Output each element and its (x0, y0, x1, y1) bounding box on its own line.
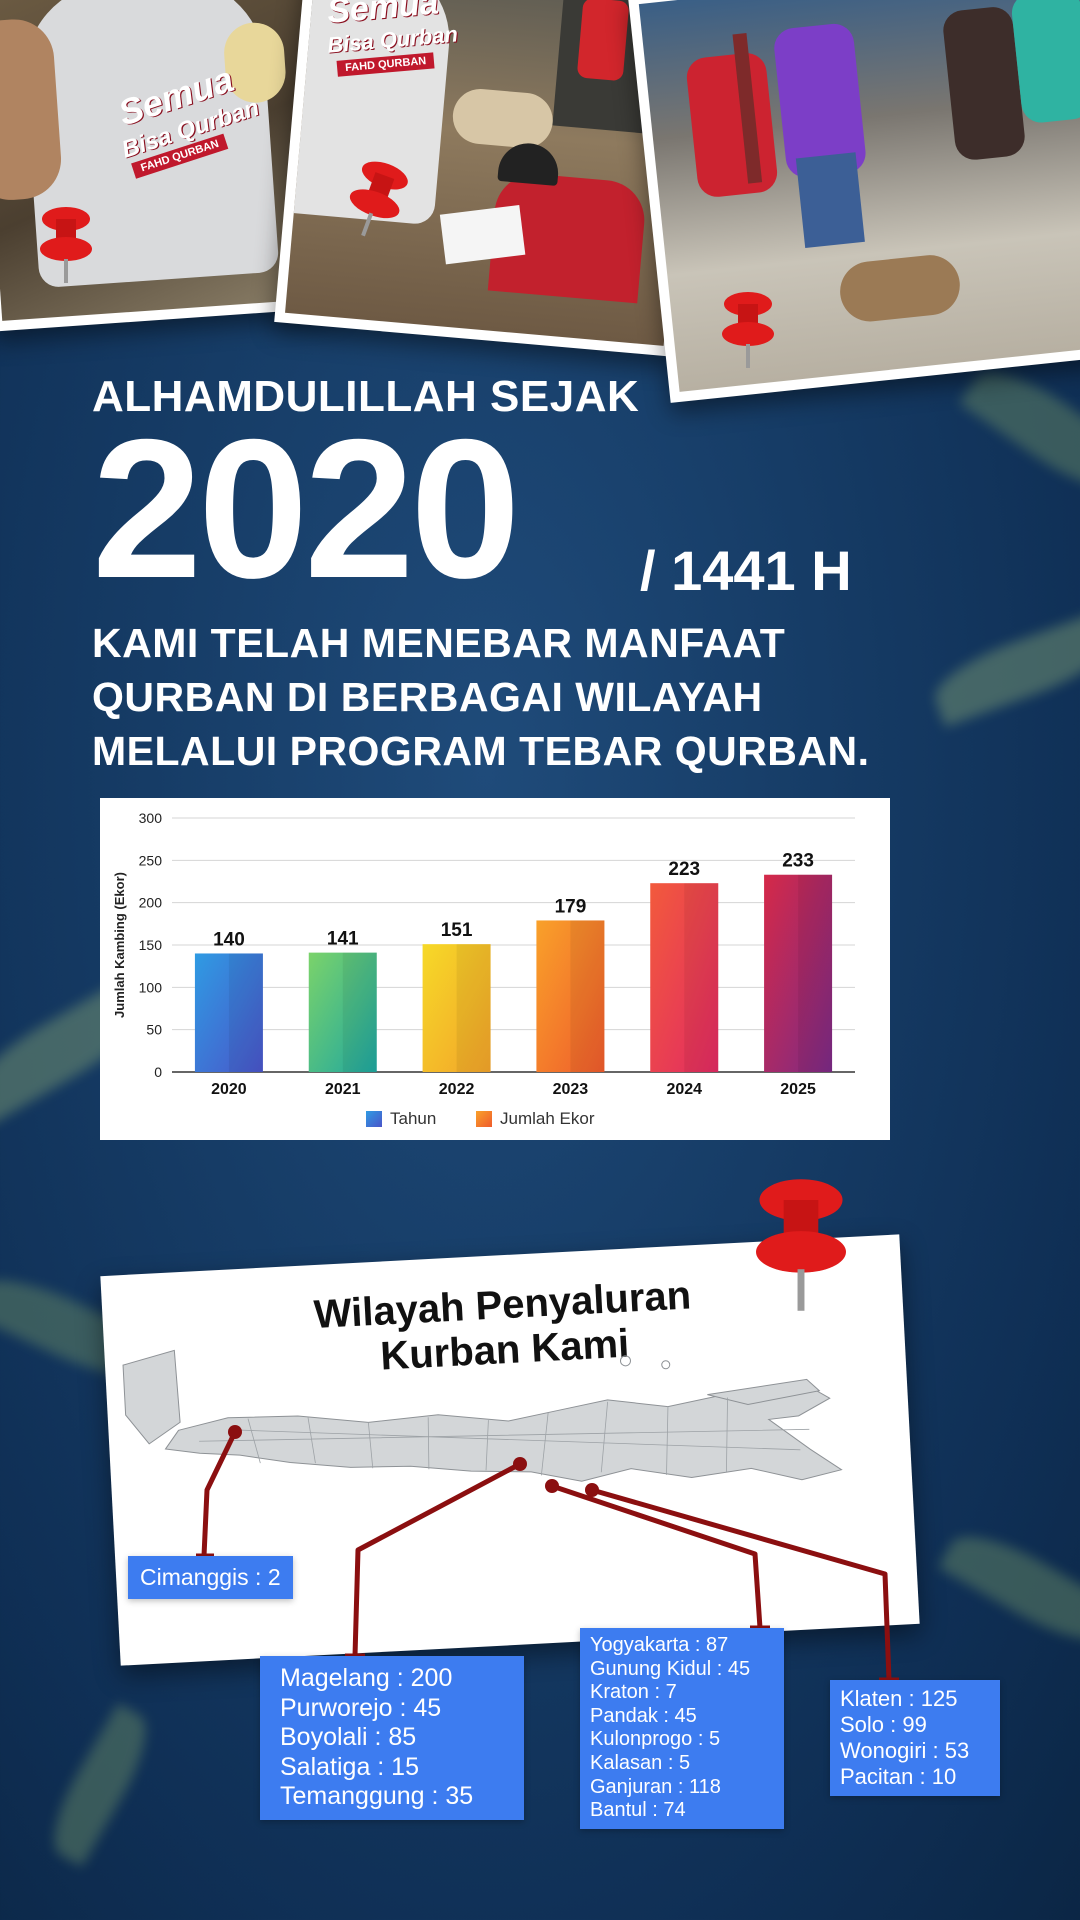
region-count-item: Klaten : 125 (840, 1686, 958, 1711)
headline-line-3: MELALUI PROGRAM TEBAR QURBAN. (92, 728, 870, 774)
region-count-item: Pacitan : 10 (840, 1763, 957, 1789)
district-borders (199, 1397, 810, 1476)
madura-shape (707, 1378, 821, 1405)
bar-shade (228, 953, 263, 1072)
java-island-map (122, 1349, 843, 1482)
bar-shade (798, 874, 833, 1072)
bar-2023 (536, 920, 605, 1072)
headline-line-2: QURBAN DI BERBAGAI WILAYAH (92, 674, 763, 720)
region-label-yogyakarta: Yogyakarta : 87 Gunung Kidul : 45 Kraton :… (580, 1628, 784, 1829)
java-island-shape (164, 1384, 843, 1482)
leader-klaten (591, 1487, 892, 1681)
data-label: 141 (327, 929, 359, 950)
region-count-item: Kalasan : 5 (590, 1751, 691, 1774)
map-card: Wilayah Penyaluran Kurban Kami (100, 1234, 920, 1666)
bar-shade (570, 920, 605, 1072)
bar-shade (342, 952, 377, 1072)
x-tick-label: 2025 (780, 1081, 816, 1098)
region-count-item: Magelang : 200 (280, 1664, 453, 1692)
bar-chart-card: 0 50 100 150 200 250 300 Jumlah Kambing (Ekor) 1… (100, 798, 890, 1140)
data-label: 233 (782, 851, 814, 872)
region-count-item: Bantul : 74 (590, 1799, 686, 1822)
headline-hijri-year: / 1441 H (640, 539, 852, 602)
headline-kicker: ALHAMDULILLAH SEJAK (92, 372, 640, 421)
region-count-item: Cimanggis : 2 (140, 1564, 281, 1590)
map-marker-klaten (585, 1483, 599, 1497)
y-tick-label: 200 (139, 895, 163, 911)
bar-2020 (194, 953, 263, 1072)
bar-chart: 0 50 100 150 200 250 300 Jumlah Kambing (Ekor) 1… (112, 810, 855, 1128)
map-marker-magelang (513, 1457, 527, 1471)
data-label: 151 (441, 920, 473, 941)
bar-shade (684, 883, 719, 1072)
region-count-item: Kulonprogo : 5 (590, 1728, 721, 1751)
y-axis-label: Jumlah Kambing (Ekor) (112, 872, 127, 1018)
data-label: 223 (668, 859, 700, 880)
push-pin-icon (756, 1179, 846, 1311)
y-tick-label: 100 (139, 979, 163, 995)
y-tick-label: 0 (154, 1064, 162, 1080)
x-tick-label: 2024 (666, 1081, 702, 1098)
y-tick-label: 50 (146, 1022, 162, 1038)
bar-2022 (422, 944, 491, 1072)
region-count-item: Solo : 99 (840, 1711, 927, 1737)
legend-swatch (476, 1111, 492, 1127)
leader-magelang (352, 1461, 522, 1657)
bar-2024 (650, 883, 719, 1072)
legend-entry: Tahun (390, 1109, 436, 1128)
region-label-klaten: Klaten : 125 Solo : 99 Wonogiri : 53 Pacita… (830, 1680, 1000, 1796)
region-label-cimanggis: Cimanggis : 2 (128, 1556, 293, 1600)
map-marker-yogya (545, 1479, 559, 1493)
region-count-item: Gunung Kidul : 45 (590, 1657, 751, 1680)
x-tick-label: 2022 (439, 1081, 475, 1098)
push-pin-icon (349, 161, 408, 237)
leader-yogya (551, 1483, 763, 1629)
push-pin-icon (722, 292, 774, 368)
region-count-item: Wonogiri : 53 (840, 1737, 970, 1763)
region-count-item: Kraton : 7 (590, 1681, 677, 1704)
x-tick-label: 2021 (325, 1081, 361, 1098)
map-marker-cimanggis (228, 1425, 242, 1439)
data-label: 179 (555, 896, 587, 917)
region-count-item: Salatiga : 15 (280, 1752, 419, 1781)
y-tick-label: 300 (139, 810, 163, 826)
region-count-item: Yogyakarta : 87 (590, 1634, 729, 1656)
data-label: 140 (213, 929, 245, 950)
region-count-item: Boyolali : 85 (280, 1723, 417, 1751)
legend-entry: Jumlah Ekor (500, 1109, 595, 1128)
bar-2021 (308, 952, 377, 1072)
legend-swatch (366, 1111, 382, 1127)
region-label-magelang: Magelang : 200 Purworejo : 45 Boyolali : 8… (260, 1656, 524, 1820)
push-pin-icon (40, 207, 92, 283)
region-count-item: Temanggung : 35 (280, 1782, 474, 1810)
region-count-item: Purworejo : 45 (280, 1693, 442, 1722)
region-count-item: Ganjuran : 118 (590, 1775, 721, 1798)
leader-cimanggis (201, 1430, 238, 1557)
headline-year: 2020 (92, 398, 520, 619)
sumatra-tip-shape (122, 1349, 181, 1445)
x-tick-label: 2020 (211, 1081, 247, 1098)
x-tick-label: 2023 (553, 1081, 589, 1098)
y-tick-label: 250 (139, 852, 163, 868)
y-tick-label: 150 (139, 937, 163, 953)
headline-line-1: KAMI TELAH MENEBAR MANFAAT (92, 620, 786, 666)
bar-shade (456, 944, 491, 1072)
region-count-item: Pandak : 45 (590, 1704, 697, 1727)
bar-2025 (764, 874, 833, 1072)
